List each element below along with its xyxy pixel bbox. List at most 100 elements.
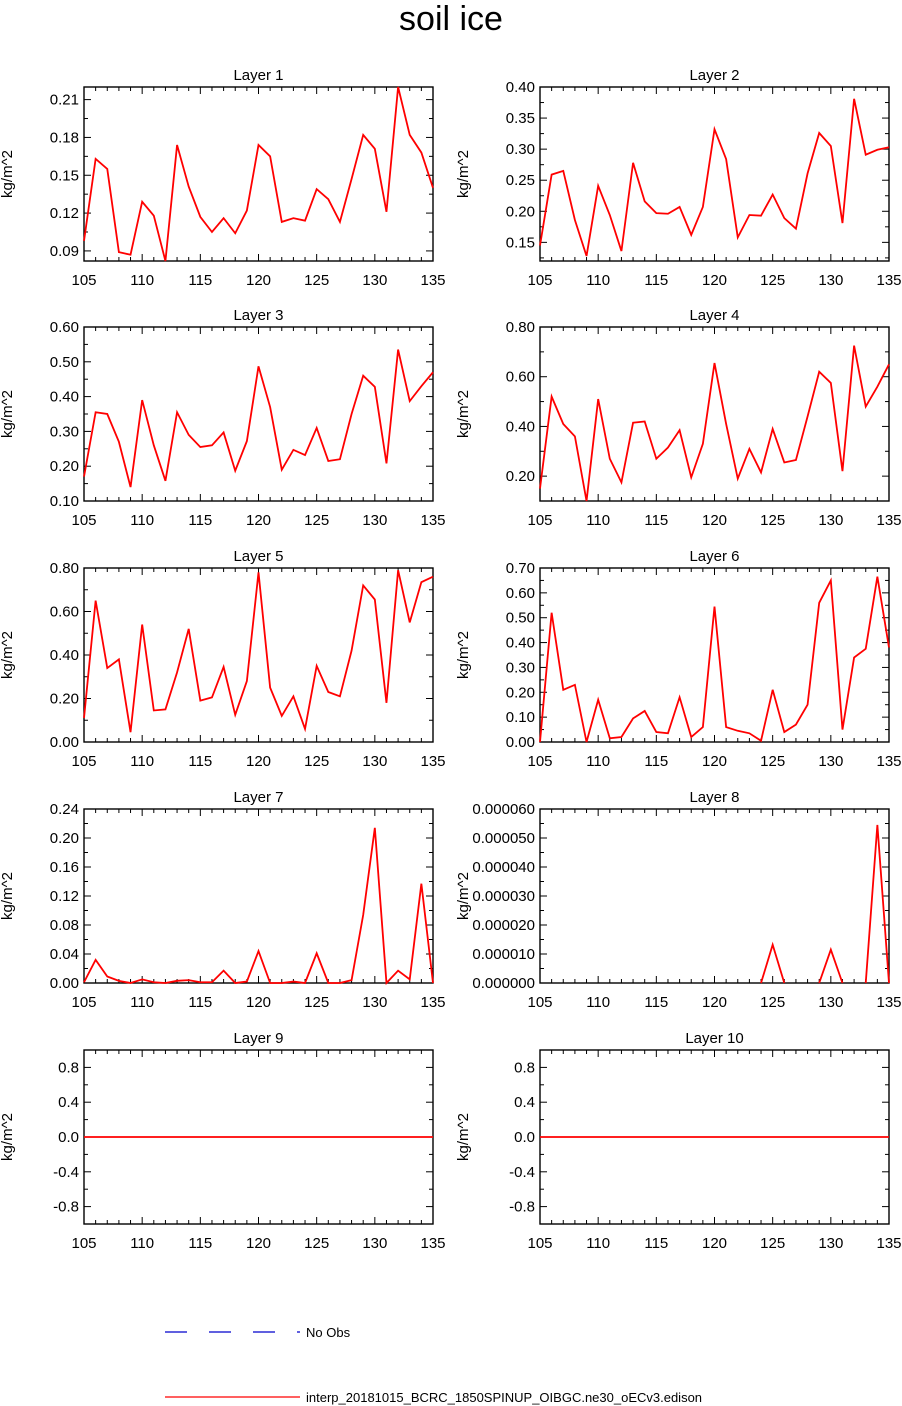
- x-tick-label: 125: [304, 753, 329, 770]
- y-axis-label: kg/m^2: [0, 150, 16, 198]
- y-tick-label: 0.000030: [472, 888, 535, 905]
- y-axis-label: kg/m^2: [455, 150, 472, 198]
- x-tick-label: 135: [420, 512, 445, 529]
- y-tick-label: 0.20: [506, 468, 535, 485]
- x-tick-label: 115: [644, 272, 668, 289]
- y-tick-label: 0.000020: [472, 917, 535, 934]
- y-axis-label: kg/m^2: [0, 872, 16, 920]
- x-tick-label: 110: [586, 994, 610, 1011]
- page-title: soil ice: [399, 0, 503, 38]
- chart-title: Layer 8: [689, 789, 739, 806]
- y-tick-label: 0.00: [50, 975, 79, 992]
- x-tick-label: 135: [876, 1235, 901, 1252]
- x-tick-label: 125: [760, 272, 785, 289]
- x-tick-label: 130: [362, 272, 387, 289]
- y-tick-label: 0.30: [506, 141, 535, 158]
- y-tick-label: 0.20: [506, 684, 535, 701]
- y-tick-label: 0.80: [506, 319, 535, 336]
- series-line: [83, 86, 434, 262]
- y-tick-label: 0.0: [514, 1129, 535, 1146]
- y-tick-label: 0.20: [50, 458, 79, 475]
- x-tick-label: 105: [527, 753, 552, 770]
- y-tick-label: 0.70: [506, 560, 535, 577]
- x-tick-label: 115: [644, 994, 668, 1011]
- y-tick-label: 0.000060: [472, 801, 535, 818]
- y-axis-label: kg/m^2: [0, 390, 16, 438]
- series-line: [539, 345, 890, 502]
- x-tick-label: 120: [702, 272, 727, 289]
- x-tick-label: 120: [702, 753, 727, 770]
- y-tick-label: 0.000010: [472, 946, 535, 963]
- x-tick-label: 135: [876, 272, 901, 289]
- y-tick-label: 0.40: [50, 389, 79, 406]
- x-tick-label: 105: [527, 1235, 552, 1252]
- x-tick-label: 120: [702, 512, 727, 529]
- x-tick-label: 125: [304, 272, 329, 289]
- y-tick-label: 0.0: [58, 1129, 79, 1146]
- y-tick-label: 0.40: [506, 418, 535, 435]
- x-tick-label: 130: [818, 994, 843, 1011]
- y-tick-label: 0.24: [50, 801, 79, 818]
- x-tick-label: 130: [362, 1235, 387, 1252]
- y-tick-label: 0.35: [506, 110, 535, 127]
- y-tick-label: 0.09: [50, 243, 79, 260]
- x-tick-label: 130: [818, 512, 843, 529]
- y-tick-label: -0.8: [509, 1199, 535, 1216]
- y-tick-label: 0.60: [50, 319, 79, 336]
- x-tick-label: 135: [420, 272, 445, 289]
- x-tick-label: 115: [188, 753, 212, 770]
- x-tick-label: 120: [702, 1235, 727, 1252]
- series-line: [864, 824, 890, 984]
- chart-panel-6: Layer 6 kg/m^2 105 110 115 120 125 130 135 0.00 0.…: [455, 548, 902, 770]
- y-tick-label: 0.25: [506, 172, 535, 189]
- plot-frame: [539, 808, 890, 984]
- chart-panel-9: Layer 9 kg/m^2 105 110 115 120 125 130 135 -0.8 -0…: [0, 1030, 446, 1252]
- x-tick-label: 130: [818, 272, 843, 289]
- x-tick-label: 105: [71, 272, 96, 289]
- chart-panel-5: Layer 5 kg/m^2 105 110 115 120 125 130 135 0.00 0.…: [0, 548, 446, 770]
- y-tick-label: 0.15: [506, 234, 535, 251]
- chart-title: Layer 10: [685, 1030, 743, 1047]
- x-tick-label: 125: [304, 994, 329, 1011]
- y-axis-label: kg/m^2: [455, 631, 472, 679]
- x-tick-label: 105: [527, 272, 552, 289]
- y-tick-label: 0.000050: [472, 830, 535, 847]
- chart-title: Layer 2: [689, 67, 739, 84]
- y-tick-label: 0.40: [506, 79, 535, 96]
- x-tick-label: 110: [130, 512, 154, 529]
- x-tick-label: 135: [876, 994, 901, 1011]
- chart-title: Layer 6: [689, 548, 739, 565]
- y-tick-label: 0.21: [50, 92, 79, 109]
- chart-panel-8: Layer 8 kg/m^2 105 110 115 120 125 130 135 0.0000…: [455, 789, 902, 1011]
- x-tick-label: 110: [130, 272, 154, 289]
- y-tick-label: 0.50: [50, 354, 79, 371]
- x-tick-label: 125: [304, 512, 329, 529]
- x-tick-label: 135: [876, 753, 901, 770]
- y-tick-label: 0.08: [50, 917, 79, 934]
- series-line: [818, 946, 844, 984]
- x-tick-label: 105: [71, 1235, 96, 1252]
- y-axis-label: kg/m^2: [455, 390, 472, 438]
- x-tick-label: 125: [304, 1235, 329, 1252]
- y-tick-label: 0.80: [50, 560, 79, 577]
- legend: No Obs interp_20181015_BCRC_1850SPINUP_O…: [165, 1325, 702, 1405]
- y-tick-label: 0.4: [514, 1094, 535, 1111]
- plot-frame: [83, 86, 434, 262]
- chart-title: Layer 1: [233, 67, 283, 84]
- y-tick-label: 0.8: [514, 1059, 535, 1076]
- y-tick-label: 0.15: [50, 167, 79, 184]
- y-tick-label: 0.000000: [472, 975, 535, 992]
- y-tick-label: 0.000040: [472, 859, 535, 876]
- y-tick-label: 0.20: [50, 691, 79, 708]
- x-tick-label: 125: [760, 994, 785, 1011]
- y-tick-label: 0.12: [50, 205, 79, 222]
- x-tick-label: 105: [71, 753, 96, 770]
- x-tick-label: 115: [644, 753, 668, 770]
- x-tick-label: 130: [362, 753, 387, 770]
- x-tick-label: 115: [188, 272, 212, 289]
- x-tick-label: 130: [818, 1235, 843, 1252]
- y-tick-label: 0.4: [58, 1094, 79, 1111]
- x-tick-label: 115: [188, 512, 212, 529]
- y-tick-label: 0.8: [58, 1059, 79, 1076]
- x-tick-label: 120: [702, 994, 727, 1011]
